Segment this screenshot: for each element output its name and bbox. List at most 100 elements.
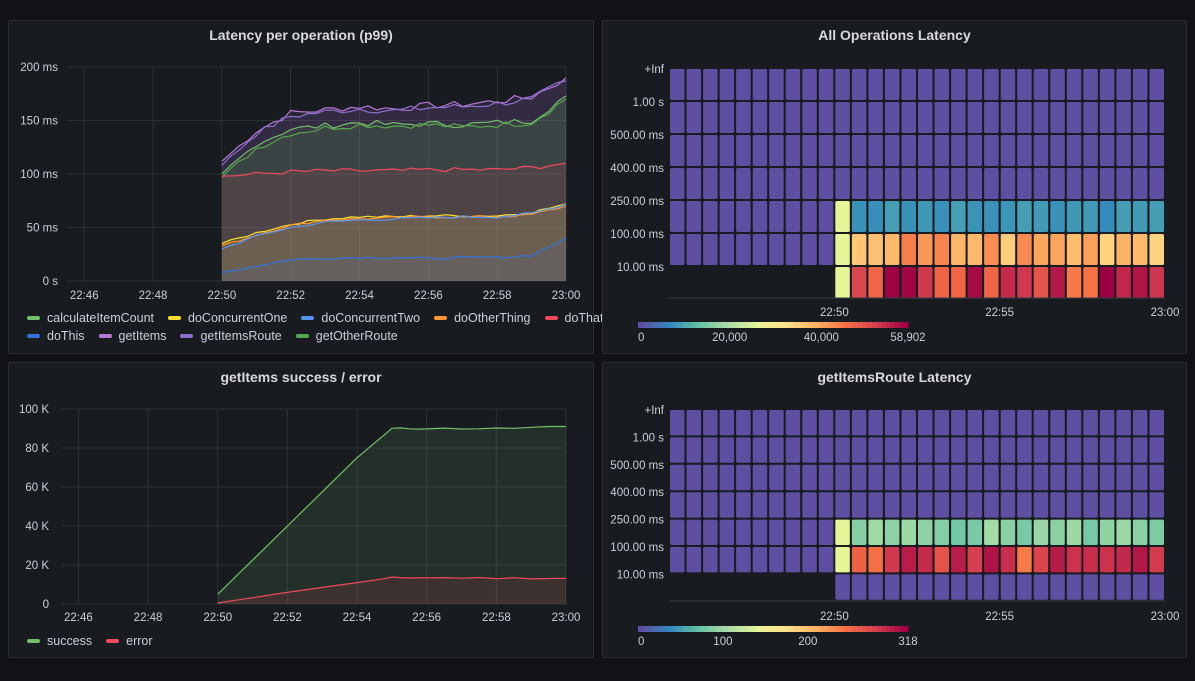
heatmap-cell <box>1050 464 1065 491</box>
legend-item-doConcurrentOne[interactable]: doConcurrentOne <box>168 311 287 325</box>
heatmap-cell <box>1149 519 1164 545</box>
heatmap-cell <box>703 102 718 133</box>
heatmap-cell <box>1000 201 1016 232</box>
heatmap-cell <box>984 201 999 232</box>
latency-chart[interactable]: 22:46 22:48 22:50 22:52 22:54 22:56 22:58 23:00… <box>9 21 595 355</box>
color-scale-segment <box>642 626 648 632</box>
heatmap-cell <box>802 492 817 518</box>
success-error-chart[interactable]: 22:46 22:48 22:50 22:52 22:54 22:56 22:58 23:00… <box>9 363 595 659</box>
x-tick-label: 22:54 <box>343 612 372 624</box>
heatmap-cell <box>884 102 900 133</box>
heatmap-cell <box>686 135 701 166</box>
heatmap-cell <box>1033 201 1049 232</box>
color-scale-segment <box>795 626 801 632</box>
heatmap-cell <box>1000 574 1016 600</box>
success-error-panel-title[interactable]: getItems success / error <box>220 369 382 385</box>
color-scale-segment <box>827 626 833 632</box>
heatmap-cell <box>868 69 883 100</box>
color-scale-segment <box>894 322 900 328</box>
series-area-calculateItemCount <box>221 95 566 282</box>
color-scale-segment <box>822 322 828 328</box>
heatmap-cell <box>769 492 784 518</box>
items-route-heatmap[interactable]: +Inf 1.00 s 500.00 ms 400.00 ms 250.00 ms 100… <box>603 363 1188 659</box>
heatmap-cell <box>934 547 949 573</box>
heatmap-cell <box>1132 410 1148 436</box>
heatmap-cell <box>769 410 784 436</box>
heatmap-cell <box>686 437 701 463</box>
color-scale-segment <box>683 626 689 632</box>
heatmap-cell <box>951 69 966 100</box>
y-bucket-label: 1.00 s <box>633 432 665 444</box>
color-scale-segment <box>656 626 662 632</box>
legend-item-getItemsRoute[interactable]: getItemsRoute <box>180 329 282 343</box>
y-tick-label: 40 K <box>25 521 49 533</box>
color-scale-segment <box>782 322 788 328</box>
color-scale-segment <box>822 626 828 632</box>
heatmap-cell <box>736 547 751 573</box>
heatmap-cell <box>736 135 751 166</box>
heatmap-cell <box>670 69 685 100</box>
legend-item-calculateItemCount[interactable]: calculateItemCount <box>27 311 154 325</box>
heatmap-cell <box>818 410 834 436</box>
color-scale-segment <box>809 322 815 328</box>
heatmap-cell <box>719 437 735 463</box>
heatmap-cell <box>1099 574 1115 600</box>
heatmap-cell <box>1099 135 1115 166</box>
legend-swatch <box>301 316 315 320</box>
y-bucket-label: 250.00 ms <box>610 196 664 208</box>
heatmap-cell <box>1149 69 1164 100</box>
heatmap-cell <box>670 168 685 199</box>
legend-item-error[interactable]: error <box>106 634 153 648</box>
color-scale-segment <box>768 322 774 328</box>
heatmap-cell <box>884 201 900 232</box>
color-scale-segment <box>849 322 855 328</box>
heatmap-cell <box>769 547 784 573</box>
heatmap-cell <box>752 234 768 265</box>
heatmap-cell <box>934 69 949 100</box>
heatmap-cell <box>818 492 834 518</box>
color-scale-segment <box>719 626 725 632</box>
heatmap-cell <box>884 492 900 518</box>
color-scale-segment <box>710 626 716 632</box>
heatmap-cell <box>934 519 949 545</box>
heatmap-cell <box>1017 201 1032 232</box>
heatmap-cell <box>670 410 685 436</box>
all-operations-heatmap[interactable]: +Inf 1.00 s 500.00 ms 400.00 ms 250.00 ms 100… <box>603 21 1188 355</box>
heatmap-cell <box>736 69 751 100</box>
heatmap-cell <box>934 201 949 232</box>
legend-item-doConcurrentTwo[interactable]: doConcurrentTwo <box>301 311 420 325</box>
color-scale-segment <box>849 626 855 632</box>
legend-swatch <box>98 334 112 338</box>
heatmap-cell <box>851 168 867 199</box>
heatmap-cell <box>967 410 983 436</box>
heatmap-cell <box>1083 69 1098 100</box>
heatmap-cell <box>1116 201 1131 232</box>
heatmap-cell <box>967 464 983 491</box>
items-route-panel-title[interactable]: getItemsRoute Latency <box>817 369 972 385</box>
y-tick-label: 200 ms <box>20 62 58 74</box>
heatmap-cell <box>1099 410 1115 436</box>
all-operations-panel-title[interactable]: All Operations Latency <box>818 27 971 43</box>
legend-item-doThis[interactable]: doThis <box>27 329 85 343</box>
x-tick-label: 22:52 <box>273 612 302 624</box>
legend-item-doOtherThing[interactable]: doOtherThing <box>434 311 531 325</box>
legend-item-getOtherRoute[interactable]: getOtherRoute <box>295 329 398 343</box>
legend-row: calculateItemCount doConcurrentOne doConcu… <box>27 309 603 327</box>
heatmap-cell <box>868 547 883 573</box>
heatmap-cell <box>851 135 867 166</box>
legend-item-success[interactable]: success <box>27 634 92 648</box>
legend-item-getItems[interactable]: getItems <box>98 329 166 343</box>
heatmap-cell <box>901 168 916 199</box>
heatmap-cell <box>967 102 983 133</box>
heatmap-cell <box>918 168 933 199</box>
legend-swatch <box>27 334 40 338</box>
heatmap-cell <box>1000 234 1016 265</box>
legend-item-doThat[interactable]: doThat <box>544 311 603 325</box>
legend-label: getItemsRoute <box>200 329 282 343</box>
latency-panel-title[interactable]: Latency per operation (p99) <box>209 27 393 43</box>
color-scale-segment <box>903 322 909 328</box>
color-scale-segment <box>867 626 873 632</box>
heatmap-cell <box>670 102 685 133</box>
heatmap-cell <box>1033 135 1049 166</box>
color-scale-segment <box>867 322 873 328</box>
